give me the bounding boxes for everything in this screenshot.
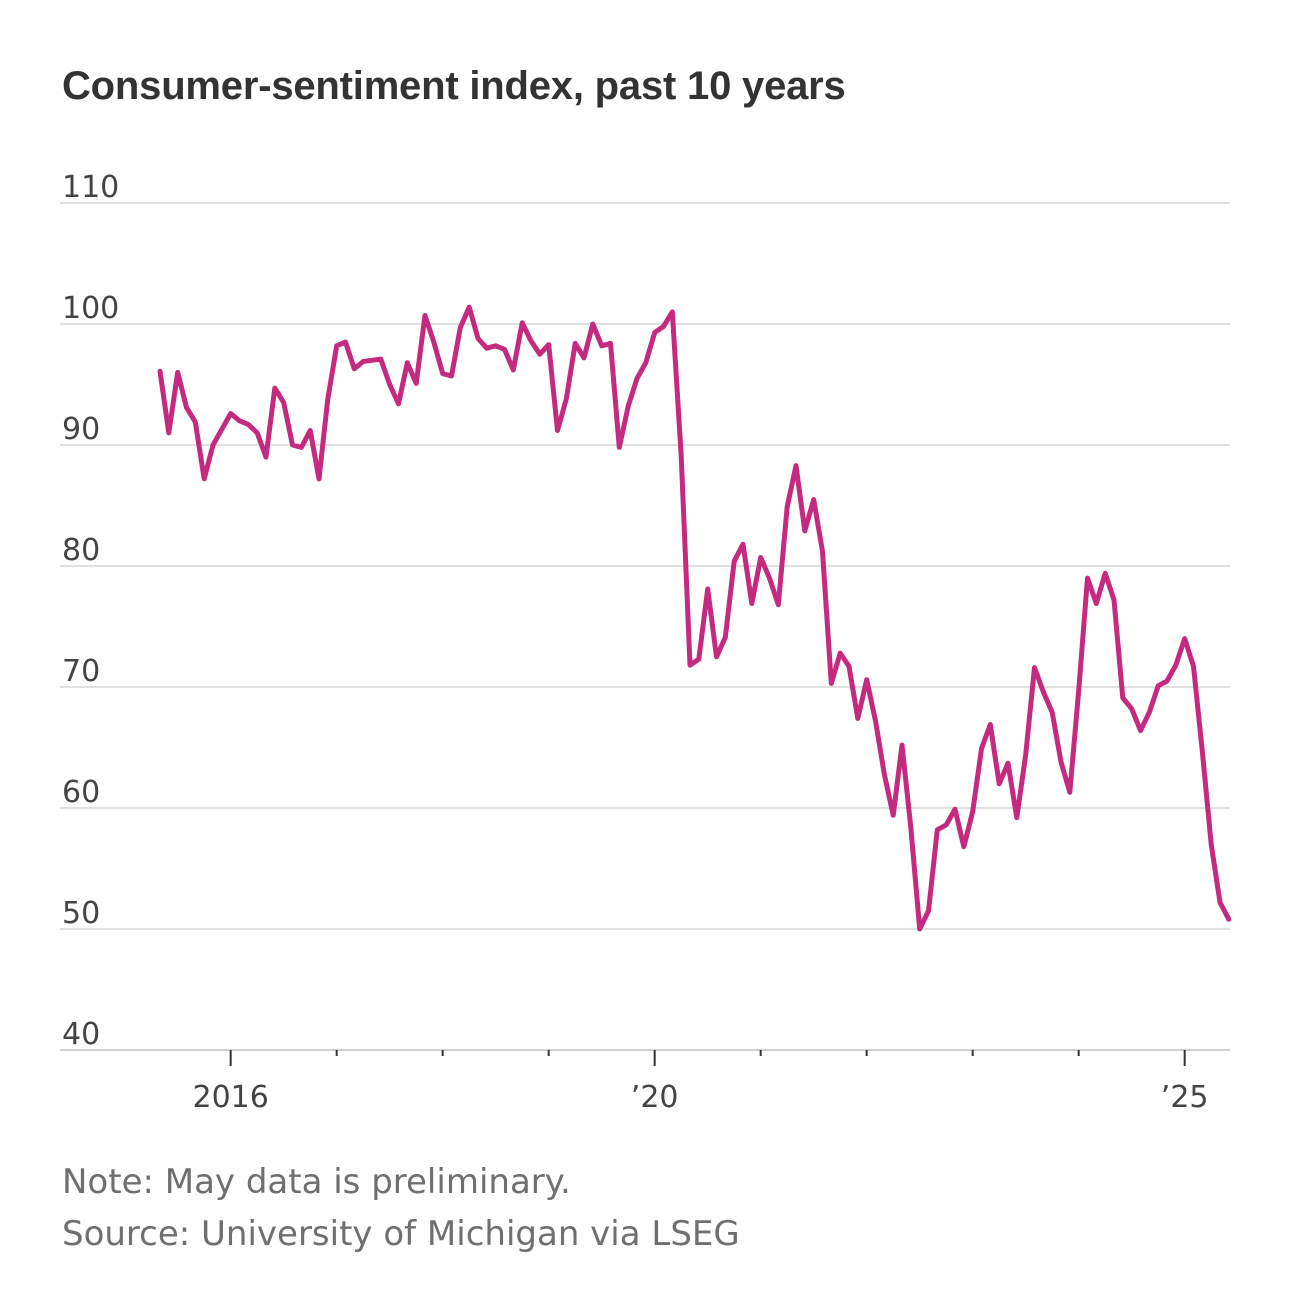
gridlines	[60, 202, 1230, 1051]
y-tick-label-90: 90	[62, 412, 100, 447]
x-tick-label-2016-01: 2016	[192, 1080, 268, 1115]
y-tick-label-70: 70	[62, 654, 100, 689]
y-tick-label-50: 50	[62, 896, 100, 931]
y-axis-tick-labels: 40 50 60 70 80 90 100 110	[62, 170, 119, 1052]
chart-note: Note: May data is preliminary.	[62, 1162, 571, 1202]
chart-title: Consumer-sentiment index, past 10 years	[62, 64, 846, 108]
y-tick-label-40: 40	[62, 1017, 100, 1052]
series-layer	[157, 304, 1232, 932]
chart-source: Source: University of Michigan via LSEG	[62, 1214, 740, 1254]
x-axis: 2016 ’20 ’25	[192, 1050, 1209, 1115]
y-tick-label-110: 110	[62, 170, 119, 205]
series-line-0	[157, 304, 1232, 932]
y-tick-label-60: 60	[62, 775, 100, 810]
x-tick-label-2025-01: ’25	[1161, 1080, 1209, 1115]
y-tick-label-100: 100	[62, 291, 119, 326]
x-tick-label-2020-01: ’20	[631, 1080, 679, 1115]
y-tick-label-80: 80	[62, 533, 100, 568]
